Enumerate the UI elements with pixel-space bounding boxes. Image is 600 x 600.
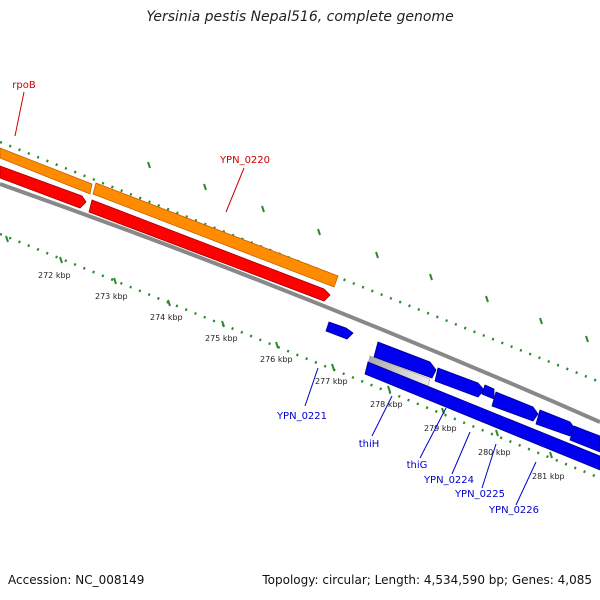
gene-label-ypn0226: YPN_0226 [488,505,539,516]
gene-ypn0224[interactable] [481,384,495,400]
gene-ypn0220[interactable] [88,199,331,302]
gene-label-rpoB: rpoB [12,80,36,91]
gene-operon-long[interactable] [364,361,600,471]
gene-label-ypn0225: YPN_0225 [454,489,505,500]
tick-label-275: 275 kbp [205,334,238,343]
gene-ypn0221[interactable] [325,321,354,340]
genome-summary: Topology: circular; Length: 4,534,590 bp… [262,573,592,587]
tick-label-274: 274 kbp [150,313,183,322]
tick-label-279: 279 kbp [424,424,457,433]
gene-label-ypn0220: YPN_0220 [219,155,270,166]
major-ticks [5,161,589,459]
tick-label-272: 272 kbp [38,271,71,280]
gene-thiH[interactable] [373,341,437,379]
gene-label-thiG: thiG [407,460,428,471]
gene-rpoB[interactable] [0,165,87,209]
gene-ypn0220-orange[interactable] [92,182,339,288]
gene-label-ypn0221: YPN_0221 [276,411,327,422]
label-leaders [14,91,537,506]
tick-label-277: 277 kbp [315,377,348,386]
gene-ypn0227-partial[interactable] [569,425,600,453]
gene-label-thiH: thiH [359,439,380,450]
tick-label-281: 281 kbp [532,472,565,481]
tick-label-276: 276 kbp [260,355,293,364]
accession-label: Accession: NC_008149 [8,573,145,587]
tick-labels: 272 kbp 273 kbp 274 kbp 275 kbp 276 kbp … [38,271,565,481]
gene-ypn0225[interactable] [491,391,539,422]
tick-label-280: 280 kbp [478,448,511,457]
gene-rpoB-orange[interactable] [0,147,93,195]
genome-backbone [0,182,600,424]
map-title: Yersinia pestis Nepal516, complete genom… [146,9,454,25]
tick-label-278: 278 kbp [370,400,403,409]
gene-label-ypn0224: YPN_0224 [423,475,474,486]
gene-thiG[interactable] [434,367,485,398]
tick-label-273: 273 kbp [95,292,128,301]
